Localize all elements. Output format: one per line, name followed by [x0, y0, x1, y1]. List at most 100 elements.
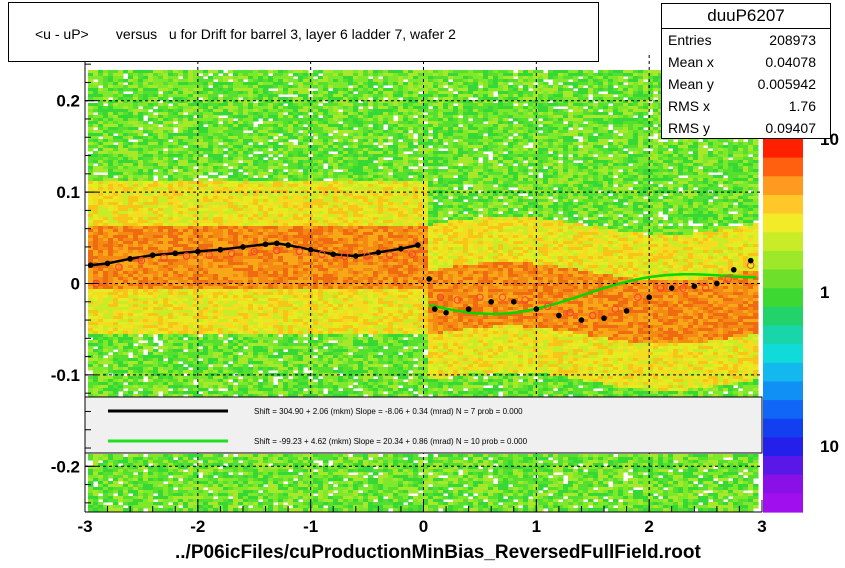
palette-band: [763, 344, 803, 364]
stats-value: 1.76: [788, 98, 816, 114]
open-profile-point: [115, 263, 123, 271]
file-path-label: ../P06icFiles/cuProductionMinBias_Revers…: [175, 542, 701, 563]
stats-value: 208973: [769, 32, 816, 48]
open-profile-point: [521, 296, 529, 304]
x-tick-label: 3: [757, 517, 766, 536]
open-profile-point: [385, 251, 394, 259]
chart-title: <u - uP> versus u for Drift for barrel 3…: [35, 26, 456, 42]
palette-band: [763, 400, 803, 420]
title-box: <u - uP> versus u for Drift for barrel 3…: [8, 2, 599, 62]
profile-point: [398, 245, 404, 252]
profile-point: [578, 317, 585, 323]
open-profile-point: [340, 252, 349, 260]
axes: -3 -2 -1 0 1 2 3 -0.2 -0.1 0 0.1 0.2: [51, 55, 767, 536]
profile-point: [172, 250, 179, 257]
profile-point: [730, 266, 737, 273]
x-tick-label: -2: [190, 517, 205, 536]
palette-band: [763, 232, 803, 252]
profile-point: [747, 257, 754, 264]
stats-row: RMS y 0.09407: [662, 117, 830, 139]
open-profile-point: [436, 293, 445, 301]
palette-band: [763, 418, 803, 438]
palette-band: [763, 288, 803, 308]
y-tick-label: 0: [71, 275, 80, 294]
palette-band: [763, 306, 803, 327]
profile-points: [87, 240, 755, 323]
open-profile-point: [656, 284, 665, 292]
y-tick-label: 0.2: [56, 92, 80, 111]
stats-key: Mean y: [668, 76, 714, 92]
profile-point: [127, 256, 133, 262]
profile-point: [533, 306, 540, 312]
y-tick-label: -0.2: [51, 457, 80, 476]
profile-point: [443, 309, 449, 316]
palette-band: [763, 474, 803, 494]
stats-name: duuP6207: [662, 4, 830, 29]
fit-legend: Shift = 304.90 + 2.06 (mkm) Slope = -8.0…: [84, 396, 763, 454]
stats-row: Mean x 0.04078: [662, 51, 830, 73]
profile-point: [691, 283, 698, 290]
stats-row: Mean y 0.005942: [662, 73, 830, 95]
palette-band: [763, 139, 803, 159]
x-tick-label: 2: [644, 517, 653, 536]
palette-label: 1: [820, 283, 829, 302]
palette-band: [763, 381, 803, 401]
open-profile-point: [318, 250, 326, 258]
open-profile-point: [160, 254, 168, 262]
x-tick-label: -1: [303, 517, 318, 536]
profile-point: [510, 298, 517, 305]
profile-point: [431, 306, 438, 312]
open-profile-point: [250, 247, 258, 256]
palette-band: [763, 176, 803, 196]
open-profile-point: [137, 256, 146, 265]
open-profile-point: [182, 252, 191, 260]
open-profile-point: [679, 284, 687, 292]
open-profile-point: [227, 249, 236, 258]
profile-point: [149, 252, 156, 258]
profile-point: [285, 242, 291, 248]
profile-point: [465, 306, 472, 312]
open-profile-point: [273, 246, 281, 255]
profile-point: [104, 260, 111, 267]
profile-point: [623, 308, 630, 314]
stats-row: Entries 208973: [662, 29, 830, 51]
profile-point: [668, 285, 675, 291]
stats-value: 0.09407: [765, 120, 816, 136]
stats-key: RMS y: [668, 120, 710, 136]
open-profile-point: [611, 305, 620, 313]
open-profile-point: [634, 293, 642, 301]
y-tick-label: 0.1: [56, 183, 80, 202]
palette-band: [763, 250, 803, 271]
profile-point: [646, 294, 652, 301]
stats-key: Entries: [668, 32, 712, 48]
stats-key: Mean x: [668, 54, 714, 70]
profile-point: [488, 298, 495, 305]
profile-point: [262, 241, 269, 247]
palette-band: [763, 194, 803, 215]
legend-box: [84, 396, 763, 454]
palette-band: [763, 325, 803, 345]
stats-row: RMS x 1.76: [662, 95, 830, 117]
stats-key: RMS x: [668, 98, 710, 114]
open-profile-point: [476, 293, 484, 301]
profile-point: [307, 246, 314, 253]
palette-band: [763, 493, 803, 513]
profile-point: [601, 315, 607, 322]
profile-point: [240, 244, 246, 250]
palette-band: [763, 362, 803, 383]
open-profile-point: [205, 251, 213, 259]
profile-point: [217, 246, 224, 253]
stats-box: duuP6207 Entries 208973 Mean x 0.04078 M…: [661, 3, 831, 139]
palette-band: [763, 269, 803, 289]
open-profile-point: [701, 284, 710, 292]
stats-value: 0.04078: [765, 54, 816, 70]
y-tick-label: -0.1: [51, 366, 80, 385]
profile-point: [426, 276, 432, 282]
open-profile-point: [566, 309, 574, 317]
legend-text: Shift = 304.90 + 2.06 (mkm) Slope = -8.0…: [254, 407, 523, 416]
legend-text: Shift = -99.23 + 4.62 (mkm) Slope = 20.3…: [254, 437, 528, 446]
profile-point: [415, 242, 421, 248]
green-fit-line: [428, 273, 757, 316]
